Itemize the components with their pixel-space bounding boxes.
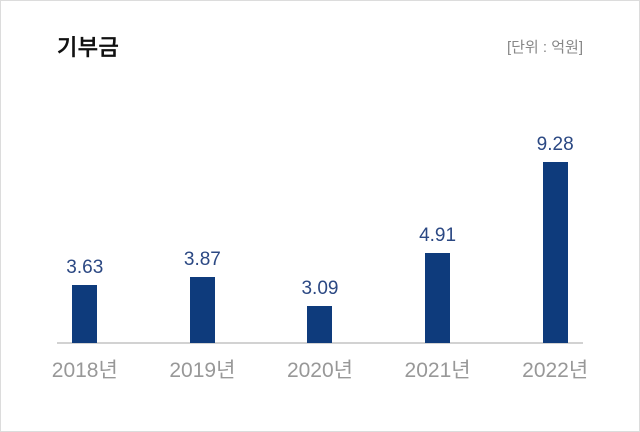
bar-value-label: 3.63 xyxy=(66,257,104,278)
unit-label: [단위 : 억원] xyxy=(506,39,583,56)
bar-column-2020: 3.09 xyxy=(261,101,379,343)
x-axis-tick-label: 2019년 xyxy=(169,359,236,382)
bar-value-label: 3.09 xyxy=(301,278,339,299)
chart-title: 기부금 xyxy=(57,35,120,60)
bar-2020 xyxy=(307,306,333,343)
bar-2018 xyxy=(72,285,98,343)
plot-area: 3.63 3.87 3.09 4.91 9.28 xyxy=(26,101,614,343)
bar-2019 xyxy=(189,277,215,343)
x-axis-tick-label: 2018년 xyxy=(51,359,118,382)
bar-value-label: 3.87 xyxy=(183,249,221,270)
x-axis-tick-label: 2020년 xyxy=(286,359,353,382)
bar-value-label: 4.91 xyxy=(419,225,457,246)
bar-column-2019: 3.87 xyxy=(144,101,262,343)
bar-value-label: 9.28 xyxy=(536,134,574,155)
bar-column-2022: 9.28 xyxy=(496,101,614,343)
x-axis-tick-label: 2022년 xyxy=(522,359,589,382)
bar-column-2021: 4.91 xyxy=(379,101,497,343)
bar-column-2018: 3.63 xyxy=(26,101,144,343)
bar-2022 xyxy=(542,162,568,343)
x-axis-tick-label: 2021년 xyxy=(404,359,471,382)
x-axis-line xyxy=(57,342,583,344)
x-axis-tick-row: 2018년 2019년 2020년 2021년 2022년 xyxy=(26,357,614,384)
bar-2021 xyxy=(425,253,451,343)
